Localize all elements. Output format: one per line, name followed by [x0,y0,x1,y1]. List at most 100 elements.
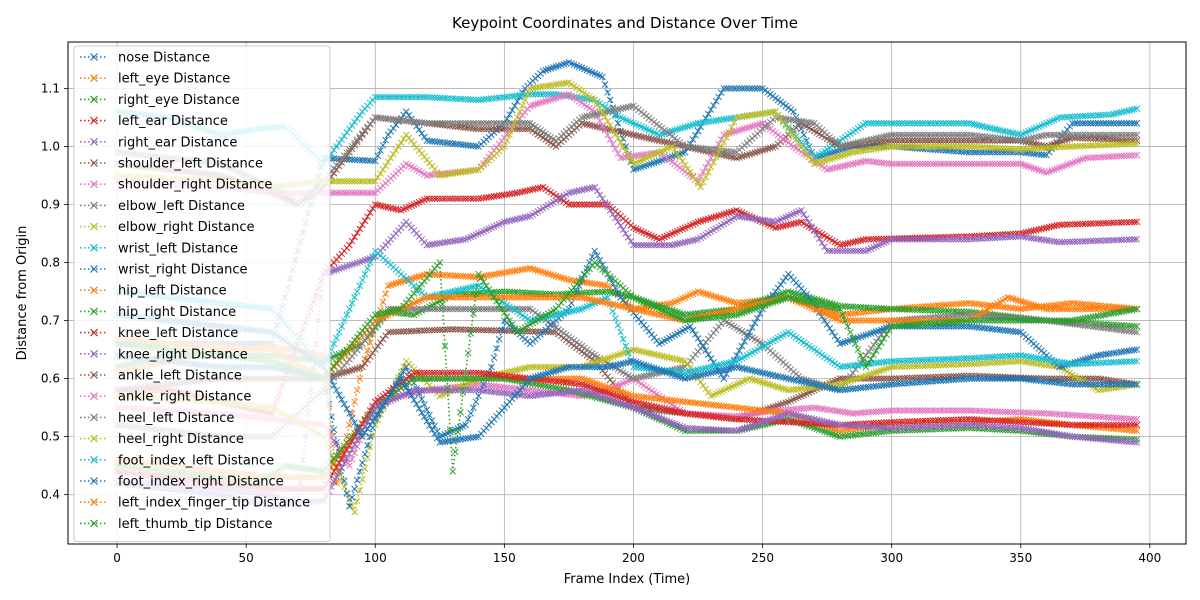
data-point-marker [1087,119,1094,127]
data-point-marker [945,301,952,309]
data-point-marker [730,85,738,92]
data-point-marker [364,347,371,355]
data-point-marker [330,155,338,163]
data-point-marker [1118,119,1125,127]
data-point-marker [738,85,746,92]
data-point-marker [433,271,441,279]
data-point-marker [436,271,444,279]
data-point-marker [446,272,454,279]
data-point-marker [451,272,459,280]
data-point-marker [1076,119,1084,127]
data-point-marker [449,272,457,279]
data-point-marker [379,141,387,149]
data-point-marker [346,421,353,429]
data-point-marker [503,268,511,276]
data-point-marker [366,157,374,165]
data-point-marker [1066,300,1074,307]
data-point-marker [501,269,508,277]
data-point-marker [1115,119,1123,127]
data-point-marker [1131,119,1138,127]
data-point-marker [371,157,379,165]
data-point-marker [1097,119,1105,127]
data-point-marker [366,339,374,346]
data-point-marker [351,156,358,164]
data-point-marker [400,111,408,119]
data-point-marker [950,300,957,308]
data-point-marker [384,131,392,139]
data-point-marker [707,106,715,114]
data-point-marker [965,148,973,156]
data-point-marker [1110,119,1118,127]
data-point-marker [1079,119,1087,127]
data-point-marker [1040,151,1048,159]
data-point-marker [516,266,524,274]
data-point-marker [743,85,751,92]
data-point-marker [420,133,428,141]
data-point-marker [958,300,965,308]
data-point-marker [353,156,361,164]
data-point-marker [1100,119,1107,127]
data-point-marker [976,148,983,156]
data-point-marker [482,272,490,280]
data-point-marker [1071,119,1079,127]
data-point-marker [619,135,627,143]
data-point-marker [356,375,364,382]
data-point-marker [689,136,697,143]
data-point-marker [511,102,519,110]
data-point-marker [704,110,712,118]
data-point-marker [797,125,805,133]
data-point-marker [955,300,963,308]
data-point-marker [963,148,970,156]
data-point-marker [934,302,942,309]
data-point-marker [1102,119,1110,127]
data-point-marker [790,108,797,115]
data-point-marker [952,147,960,155]
data-point-marker [364,157,371,164]
data-point-marker [963,299,970,307]
data-point-marker [942,301,950,309]
data-point-marker [973,148,981,156]
data-point-marker [358,156,366,164]
data-point-marker [1107,119,1115,127]
data-point-marker [356,156,364,164]
data-point-marker [710,102,717,109]
data-point-marker [513,98,521,105]
data-point-marker [803,137,810,145]
data-point-marker [495,270,503,277]
data-point-marker [723,85,730,92]
data-point-marker [748,85,756,92]
data-point-marker [717,89,725,97]
data-point-marker [369,157,377,165]
data-point-marker [346,156,353,163]
data-point-marker [604,88,611,96]
data-point-marker [418,130,426,137]
data-point-marker [741,85,748,92]
data-point-marker [1094,119,1102,127]
data-point-marker [606,96,614,104]
data-point-marker [333,155,340,163]
data-point-marker [444,271,451,279]
data-point-marker [470,273,477,281]
data-point-marker [415,126,423,134]
chart-title: Keypoint Coordinates and Distance Over T… [452,14,798,32]
data-point-marker [735,85,743,92]
data-point-marker [493,270,500,278]
data-point-marker [692,131,699,139]
data-point-marker [1128,119,1136,127]
data-point-marker [939,301,947,309]
data-point-marker [746,85,753,92]
data-point-marker [1014,305,1022,313]
data-point-marker [1123,119,1130,127]
data-point-marker [1125,119,1133,127]
data-point-marker [402,108,410,115]
data-point-marker [428,271,436,278]
data-point-marker [601,282,609,289]
data-point-marker [335,155,343,163]
data-point-marker [374,152,382,160]
data-point-marker [508,106,516,114]
data-point-marker [955,148,963,155]
data-point-marker [508,268,516,275]
data-point-marker [1069,119,1076,127]
data-point-marker [467,273,475,280]
